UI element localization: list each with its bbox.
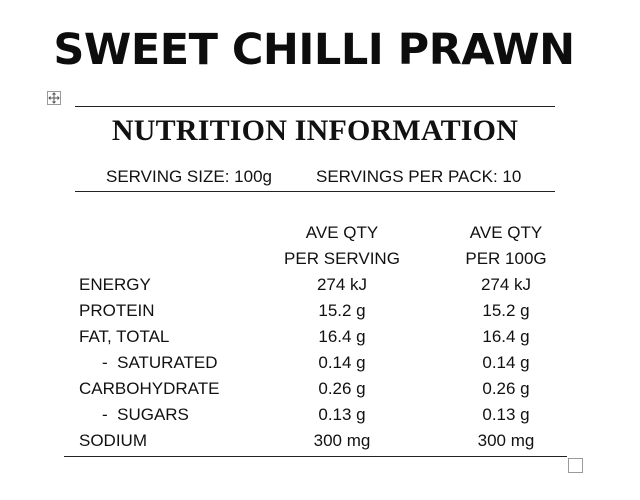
column-header-per-100g-line1: AVE QTY bbox=[469, 223, 543, 242]
value-per-serving: 274 kJ bbox=[316, 275, 368, 294]
nutrient-label: - SATURATED bbox=[102, 353, 218, 372]
value-per-serving: 0.14 g bbox=[318, 353, 366, 372]
nutrient-label: FAT, TOTAL bbox=[79, 327, 170, 346]
value-per-100g: 0.13 g bbox=[482, 405, 530, 424]
value-per-100g: 300 mg bbox=[477, 431, 535, 450]
value-per-100g: 15.2 g bbox=[482, 301, 530, 320]
serving-size: SERVING SIZE: 100g bbox=[106, 167, 272, 186]
column-header-per-serving-line1: AVE QTY bbox=[305, 223, 379, 242]
value-per-100g: 0.26 g bbox=[482, 379, 530, 398]
value-per-100g: 16.4 g bbox=[482, 327, 530, 346]
table-row: - SATURATED 0.14 g 0.14 g bbox=[0, 350, 640, 376]
table-row: - SUGARS 0.13 g 0.13 g bbox=[0, 402, 640, 428]
table-row: CARBOHYDRATE 0.26 g 0.26 g bbox=[0, 376, 640, 402]
column-header-per-serving-line2: PER SERVING bbox=[284, 249, 400, 268]
nutrient-label: - SUGARS bbox=[102, 405, 189, 424]
top-divider bbox=[75, 106, 555, 107]
nutrient-label: CARBOHYDRATE bbox=[79, 379, 220, 398]
nutrient-label: SODIUM bbox=[79, 431, 147, 450]
value-per-100g: 274 kJ bbox=[480, 275, 532, 294]
nutrient-label: PROTEIN bbox=[79, 301, 155, 320]
serving-divider bbox=[75, 191, 555, 192]
value-per-serving: 15.2 g bbox=[318, 301, 366, 320]
table-move-handle-icon[interactable] bbox=[47, 91, 61, 105]
value-per-serving: 300 mg bbox=[313, 431, 371, 450]
table-row: PROTEIN 15.2 g 15.2 g bbox=[0, 298, 640, 324]
value-per-serving: 0.13 g bbox=[318, 405, 366, 424]
table-row: ENERGY 274 kJ 274 kJ bbox=[0, 272, 640, 298]
value-per-serving: 16.4 g bbox=[318, 327, 366, 346]
value-per-serving: 0.26 g bbox=[318, 379, 366, 398]
column-header-per-100g-line2: PER 100G bbox=[465, 249, 547, 268]
move-arrows-icon bbox=[48, 92, 60, 104]
nutrition-heading: NUTRITION INFORMATION bbox=[111, 114, 519, 147]
resize-square-icon[interactable] bbox=[568, 458, 583, 473]
table-row: SODIUM 300 mg 300 mg bbox=[0, 428, 640, 454]
product-title: SWEET CHILLI PRAWN bbox=[53, 25, 575, 75]
value-per-100g: 0.14 g bbox=[482, 353, 530, 372]
table-row: FAT, TOTAL 16.4 g 16.4 g bbox=[0, 324, 640, 350]
bottom-divider bbox=[64, 456, 567, 457]
servings-per-pack: SERVINGS PER PACK: 10 bbox=[316, 167, 522, 186]
nutrient-label: ENERGY bbox=[79, 275, 151, 294]
